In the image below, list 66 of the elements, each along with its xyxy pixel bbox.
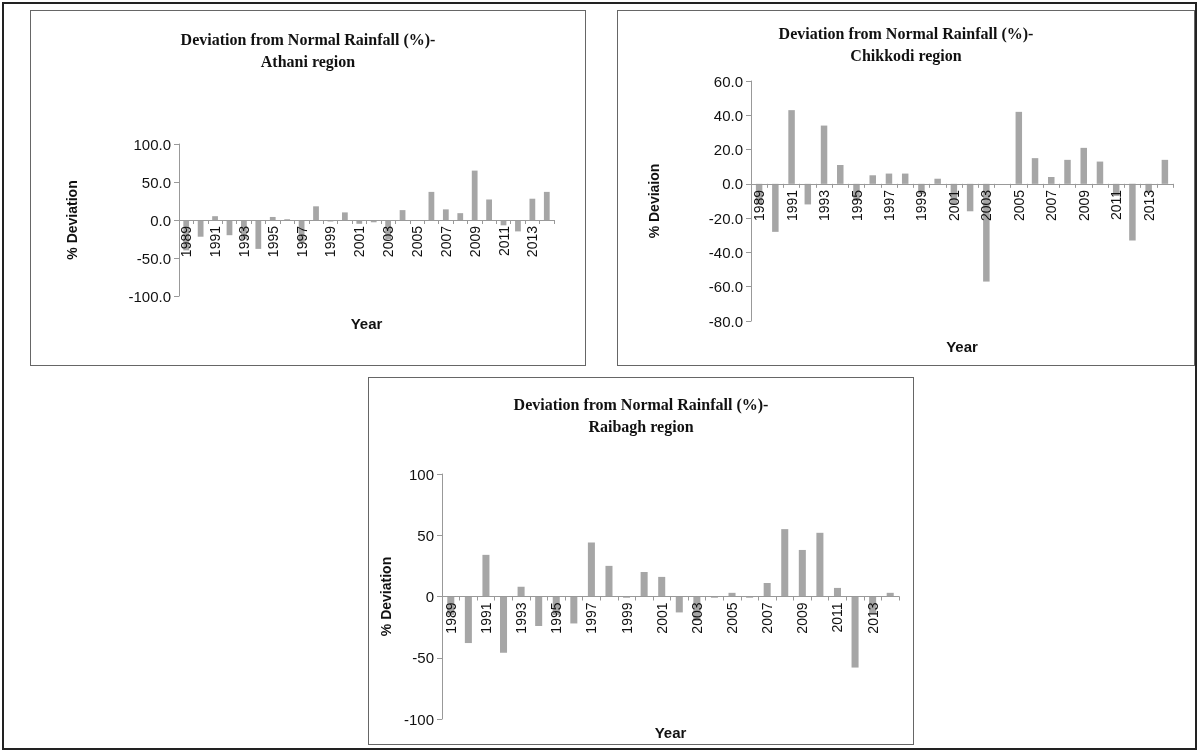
x-tick-label: 1999 bbox=[322, 225, 339, 258]
x-tick-label: 1989 bbox=[442, 602, 459, 634]
x-tick-label: 2001 bbox=[351, 225, 368, 258]
x-tick-label: 2005 bbox=[408, 225, 425, 258]
y-tick-label: 0.0 bbox=[150, 211, 171, 229]
x-tick-label: 1999 bbox=[618, 602, 635, 634]
x-tick-label: 2009 bbox=[466, 225, 483, 258]
x-tick-label: 1989 bbox=[751, 189, 768, 222]
x-tick-label: 2001 bbox=[945, 189, 962, 222]
x-tick-label: 1995 bbox=[264, 225, 281, 258]
y-tick-label: 50 bbox=[417, 526, 434, 544]
y-tick-label: -80.0 bbox=[708, 312, 743, 330]
y-tick-label: 0 bbox=[425, 588, 434, 605]
x-tick-label: 1995 bbox=[548, 602, 565, 634]
x-tick-label: 2007 bbox=[1043, 189, 1060, 222]
y-axis-title: % Deviaion bbox=[646, 163, 662, 239]
chart-title: Deviation from Normal Rainfall (%)- Chikkodi region bbox=[778, 24, 1034, 65]
x-tick-label: 1997 bbox=[583, 602, 600, 634]
x-tick-label: 2011 bbox=[829, 602, 846, 633]
x-tick-label: 2009 bbox=[794, 602, 811, 634]
x-tick-label: 2013 bbox=[1140, 189, 1157, 222]
x-tick-label: 2013 bbox=[524, 225, 541, 258]
y-tick-label: 40.0 bbox=[713, 106, 743, 124]
y-tick-label: -20.0 bbox=[708, 209, 743, 227]
x-tick-label: 2003 bbox=[978, 189, 995, 222]
x-tick-label: 1993 bbox=[235, 225, 252, 258]
x-axis-title: Year bbox=[350, 315, 383, 332]
x-tick-label: 1993 bbox=[513, 602, 530, 634]
x-tick-label: 2011 bbox=[495, 225, 512, 257]
x-tick-label: 1989 bbox=[178, 225, 195, 258]
x-tick-label: 2003 bbox=[688, 602, 705, 634]
chart-title: Deviation from Normal Rainfall (%)- Raibagh region bbox=[513, 395, 769, 436]
y-axis-title: % Deviation bbox=[378, 556, 395, 637]
y-tick-label: 60.0 bbox=[713, 72, 743, 90]
x-tick-label: 2011 bbox=[1108, 189, 1125, 220]
x-tick-label: 1991 bbox=[207, 225, 224, 258]
x-axis-title: Year bbox=[654, 724, 687, 741]
y-tick-label: -50.0 bbox=[136, 249, 171, 267]
x-tick-label: 2013 bbox=[864, 602, 881, 634]
x-tick-label: 1995 bbox=[848, 189, 865, 222]
x-tick-label: 1997 bbox=[880, 189, 897, 222]
x-tick-label: 2001 bbox=[653, 602, 670, 634]
x-tick-label: 2007 bbox=[759, 602, 776, 634]
y-tick-label: -60.0 bbox=[708, 278, 743, 296]
y-tick-label: -100 bbox=[403, 710, 434, 728]
x-tick-label: 1999 bbox=[913, 189, 930, 222]
x-tick-label: 2009 bbox=[1075, 189, 1092, 222]
x-tick-label: 2005 bbox=[1010, 189, 1027, 222]
y-tick-label: -40.0 bbox=[708, 243, 743, 261]
y-tick-label: -100.0 bbox=[128, 287, 171, 305]
y-axis-title: % Deviation bbox=[64, 180, 80, 260]
y-tick-label: 100 bbox=[408, 465, 434, 483]
y-tick-label: 50.0 bbox=[141, 173, 171, 191]
y-tick-label: 0.0 bbox=[722, 175, 743, 193]
x-axis-title: Year bbox=[946, 338, 979, 355]
chart-title: Deviation from Normal Rainfall (%)- Athani region bbox=[180, 30, 436, 71]
x-tick-label: 2005 bbox=[724, 602, 741, 634]
x-tick-label: 1991 bbox=[477, 602, 494, 634]
x-tick-label: 1993 bbox=[816, 189, 833, 222]
y-tick-label: 100.0 bbox=[133, 135, 171, 153]
y-tick-label: -50 bbox=[412, 649, 434, 667]
x-tick-label: 1997 bbox=[293, 225, 310, 258]
y-tick-label: 20.0 bbox=[713, 141, 743, 159]
x-tick-label: 1991 bbox=[783, 189, 800, 222]
x-tick-label: 2007 bbox=[437, 225, 454, 258]
x-tick-label: 2003 bbox=[380, 225, 397, 258]
